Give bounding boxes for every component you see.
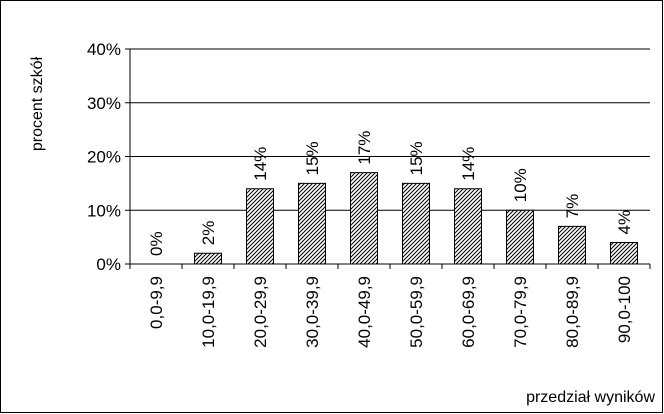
y-tick-label: 30% <box>87 94 121 113</box>
bar <box>506 209 534 265</box>
bar <box>298 182 326 265</box>
bar <box>454 188 482 265</box>
bar <box>246 188 274 265</box>
y-axis-ticks: 0% 10% 20% 30% 40% <box>87 40 130 274</box>
data-label: 10% <box>511 168 530 202</box>
y-tick-label: 10% <box>87 201 121 220</box>
data-label: 15% <box>303 141 322 175</box>
bar <box>194 252 222 265</box>
data-labels: 0% 2% 14% 15% 17% 15% 14% 10% 7% 4% <box>147 131 634 256</box>
x-axis-label: przedział wyników <box>526 389 655 406</box>
x-tick-label: 0,0-9,9 <box>147 276 166 329</box>
x-tick-label: 20,0-29,9 <box>251 276 270 348</box>
x-axis-ticks: 0,0-9,9 10,0-19,9 20,0-29,9 30,0-39,9 40,0-4… <box>129 264 651 348</box>
x-tick-label: 10,0-19,9 <box>199 276 218 348</box>
x-tick-label: 80,0-89,9 <box>563 276 582 348</box>
data-label: 15% <box>407 141 426 175</box>
x-tick-label: 30,0-39,9 <box>303 276 322 348</box>
x-tick-label: 90,0-100 <box>615 276 634 343</box>
data-label: 4% <box>615 210 634 235</box>
y-tick-label: 20% <box>87 148 121 167</box>
data-label: 14% <box>251 147 270 181</box>
x-tick-label: 60,0-69,9 <box>459 276 478 348</box>
data-label: 14% <box>459 147 478 181</box>
bars <box>194 172 638 265</box>
data-label: 2% <box>199 221 218 246</box>
y-tick-label: 40% <box>87 40 121 59</box>
x-tick-label: 70,0-79,9 <box>511 276 530 348</box>
data-label: 0% <box>147 231 166 256</box>
bar <box>402 182 430 265</box>
y-tick-label: 0% <box>96 255 121 274</box>
y-axis-label: procent szkół <box>29 56 46 151</box>
x-tick-label: 40,0-49,9 <box>355 276 374 348</box>
gridlines <box>130 48 650 211</box>
data-label: 17% <box>355 131 374 165</box>
bar <box>350 172 378 265</box>
data-label: 7% <box>563 194 582 219</box>
x-tick-label: 50,0-59,9 <box>407 276 426 348</box>
bar <box>558 225 586 265</box>
bar <box>610 242 638 265</box>
